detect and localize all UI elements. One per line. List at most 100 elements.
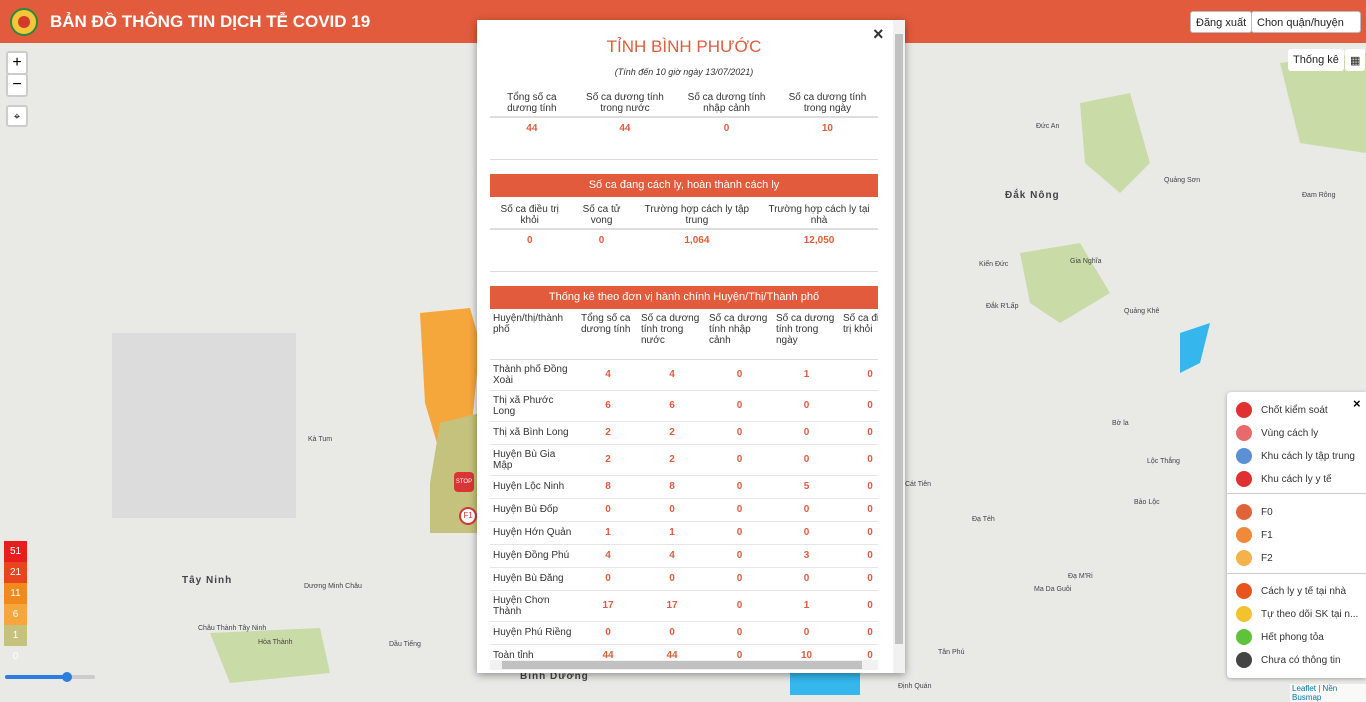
map-label: Kà Tum [308,436,333,443]
h-scrollbar[interactable] [490,660,878,670]
isolation-table: Số ca điều trị khỏi Số ca tử vong Trường h… [490,202,878,251]
district-row: Thị xã Phước Long 6 6 0 0 0 [490,389,878,421]
map-label: Bảo Lộc [1134,499,1160,506]
cell-value: 0 [706,520,773,544]
district-name: Huyện Hớn Quản [490,520,578,544]
district-row: Toàn tỉnh 44 44 0 10 0 [490,643,878,659]
cell-value: 0 [773,566,840,590]
scale-step: 21 [4,562,27,583]
map-label: Tây Ninh [182,575,233,586]
header-row: Huyện/thị/thành phố Tổng số ca dương tính… [490,311,878,360]
column-header: Số ca dương tính trong ngày [773,311,840,360]
header-row: Số ca điều trị khỏi Số ca tử vong Trường h… [490,202,878,230]
map-label: Bờ la [1112,420,1129,427]
map-label: Quảng Sơn [1164,177,1201,184]
cell-value: 4 [578,543,638,567]
popup-subtitle: (Tính đến 10 giờ ngày 13/07/2021) [614,67,754,77]
column-header: Số ca tử vong [569,202,634,230]
cell-value: 8 [638,474,706,498]
cell-value: 1,064 [684,235,710,246]
scale-step: 0 [12,651,19,662]
cell-value: 0 [773,443,840,475]
column-header: Số ca dương tính trong ngày [776,90,878,118]
map-label: Gia Nghĩa [1070,258,1102,265]
popup-close[interactable]: × [873,24,884,44]
legend-close[interactable]: × [1353,396,1361,411]
time-slider[interactable] [5,670,100,684]
divider [490,271,878,272]
map-label: Tân Phú [938,649,965,656]
map-label: Dương Minh Châu [304,583,362,590]
cell-value: 1 [638,520,706,544]
column-header: Trường hợp cách ly tại nhà [760,202,878,230]
cell-value: 0 [578,620,638,644]
cell-value: 17 [578,589,638,621]
locate-button[interactable]: ⌖ [6,105,28,127]
column-header: Số ca điều trị khỏi [840,311,878,360]
cell-value: 0 [773,420,840,444]
district-row: Thị xã Bình Long 2 2 0 0 0 [490,420,878,444]
district-name: Huyện Lộc Ninh [490,474,578,498]
district-name: Huyện Đồng Phú [490,543,578,567]
attribution[interactable]: Leaflet | Nền Busmap [1290,684,1366,702]
legend-icon [1236,504,1252,520]
layers-button[interactable]: ▦ [1345,49,1366,71]
stats-button[interactable]: Thống kê [1288,49,1344,71]
zoom-in[interactable]: + [6,51,28,75]
cell-value: 1 [773,358,840,390]
legend-icon [1236,527,1252,543]
legend-item: F2 [1261,553,1273,564]
map-label: Hòa Thành [258,639,293,646]
cell-value: 1 [773,589,840,621]
legend-divider [1227,493,1366,494]
checkpoint-marker[interactable]: STOP [454,472,474,492]
legend-icon [1236,652,1252,668]
cell-value: 0 [840,566,878,590]
legend-icon [1236,471,1252,487]
divider [490,159,878,160]
legend-icon [1236,629,1252,645]
cell-value: 0 [706,566,773,590]
scale-step: 51 [4,541,27,562]
f1-marker[interactable]: F1 [459,507,477,525]
district-row: Huyện Đồng Phú 4 4 0 3 0 [490,543,878,567]
cell-value: 0 [840,620,878,644]
cell-value: 4 [638,543,706,567]
map-label: Bình Dương [520,671,589,682]
cell-value: 0 [840,474,878,498]
district-row: Huyện Phú Riềng 0 0 0 0 0 [490,620,878,644]
cell-value: 0 [706,443,773,475]
map-tile [112,333,296,518]
summary-table: Tổng số ca dương tính Số ca dương tính tr… [490,90,878,139]
district-row: Huyện Bù Đăng 0 0 0 0 0 [490,566,878,590]
cell-value: 0 [773,620,840,644]
map-label: Châu Thành Tây Ninh [198,625,267,632]
cell-value: 44 [526,123,538,134]
district-scroll[interactable]: Huyện/thị/thành phố Tổng số ca dương tính… [490,311,878,659]
cell-value: 44 [619,123,631,134]
cell-value: 0 [638,566,706,590]
cell-value: 0 [706,358,773,390]
cell-value: 0 [706,543,773,567]
map-label: Đắk R'Lấp [986,303,1019,310]
v-scrollbar[interactable] [893,20,905,673]
column-header: Số ca điều trị khỏi [490,202,570,230]
zoom-out[interactable]: − [6,73,28,97]
legend-item: Chưa có thông tin [1261,655,1341,666]
legend-item: Chốt kiểm soát [1261,405,1328,416]
legend-icon [1236,550,1252,566]
cell-value: 2 [638,443,706,475]
logout-button[interactable]: Đăng xuất [1190,11,1253,33]
cell-value: 4 [638,358,706,390]
cell-value: 0 [578,566,638,590]
cell-value: 0 [706,643,773,659]
map-label: Ma Da Guôi [1034,586,1072,593]
district-select[interactable]: Chon quận/huyện [1251,11,1361,33]
legend-icon [1236,606,1252,622]
area [210,628,330,683]
legend-icon [1236,583,1252,599]
district-name: Thành phố Đồng Xoài [490,358,578,390]
legend-item: Vùng cách ly [1261,428,1319,439]
cell-value: 4 [578,358,638,390]
district-row: Huyện Lộc Ninh 8 8 0 5 0 [490,474,878,498]
